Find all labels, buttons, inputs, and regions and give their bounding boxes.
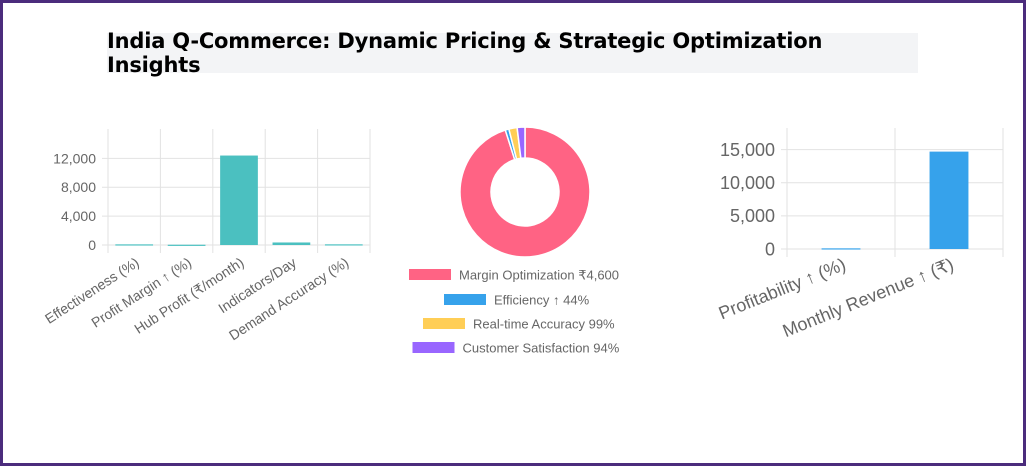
- y-tick-label: 4,000: [61, 208, 96, 224]
- legend-label: Customer Satisfaction 94%: [463, 341, 620, 356]
- donut-slice-3: [516, 126, 526, 160]
- legend-label: Margin Optimization ₹4,600: [459, 268, 619, 283]
- donut-slice-0: [459, 126, 591, 258]
- legend-swatch-1: [444, 294, 486, 305]
- bar-0: [821, 248, 861, 250]
- legend-swatch-3: [412, 342, 455, 353]
- y-tick-label: 12,000: [53, 150, 96, 166]
- bar-0: [115, 244, 154, 246]
- y-tick-label: 0: [88, 237, 96, 253]
- legend-swatch-2: [423, 318, 465, 329]
- y-tick-label: 10,000: [720, 173, 775, 193]
- y-tick-label: 15,000: [720, 140, 775, 160]
- legend-label: Efficiency ↑ 44%: [494, 293, 590, 308]
- y-tick-label: 8,000: [61, 179, 96, 195]
- bar-2: [220, 155, 258, 245]
- legend-swatch-0: [409, 269, 451, 280]
- bar-1: [167, 244, 206, 246]
- y-tick-label: 5,000: [730, 206, 775, 226]
- bar-1: [929, 151, 969, 249]
- bar-3: [272, 242, 311, 245]
- legend-label: Real-time Accuracy 99%: [473, 317, 615, 332]
- y-tick-label: 0: [765, 239, 775, 259]
- bar-4: [324, 244, 363, 246]
